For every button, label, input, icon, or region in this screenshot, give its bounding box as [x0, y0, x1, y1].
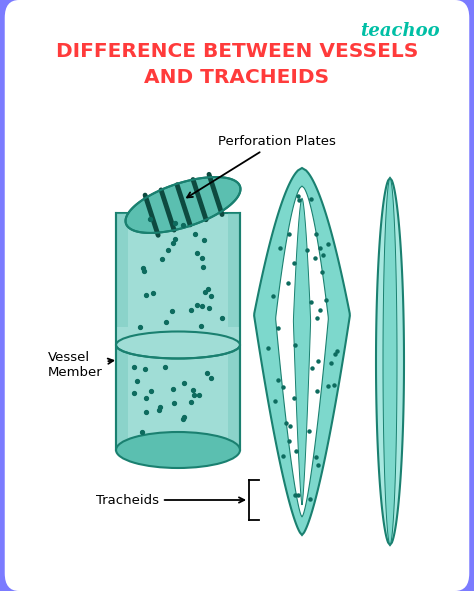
Text: AND TRACHEIDS: AND TRACHEIDS — [145, 68, 329, 87]
Ellipse shape — [116, 432, 240, 468]
Polygon shape — [276, 186, 328, 517]
Ellipse shape — [116, 332, 240, 359]
Text: DIFFERENCE BETWEEN VESSELS: DIFFERENCE BETWEEN VESSELS — [56, 42, 418, 61]
Polygon shape — [126, 177, 240, 233]
Text: Tracheids: Tracheids — [96, 493, 244, 506]
Polygon shape — [254, 168, 350, 535]
Polygon shape — [376, 178, 404, 545]
Bar — [116, 327, 240, 345]
Text: Perforation Plates: Perforation Plates — [187, 135, 336, 197]
Bar — [228, 213, 240, 450]
Polygon shape — [383, 178, 397, 545]
Text: Vessel
Member: Vessel Member — [48, 351, 113, 379]
Polygon shape — [293, 198, 310, 505]
Bar — [116, 213, 128, 450]
Bar — [116, 213, 240, 450]
Text: teachoo: teachoo — [360, 22, 440, 40]
